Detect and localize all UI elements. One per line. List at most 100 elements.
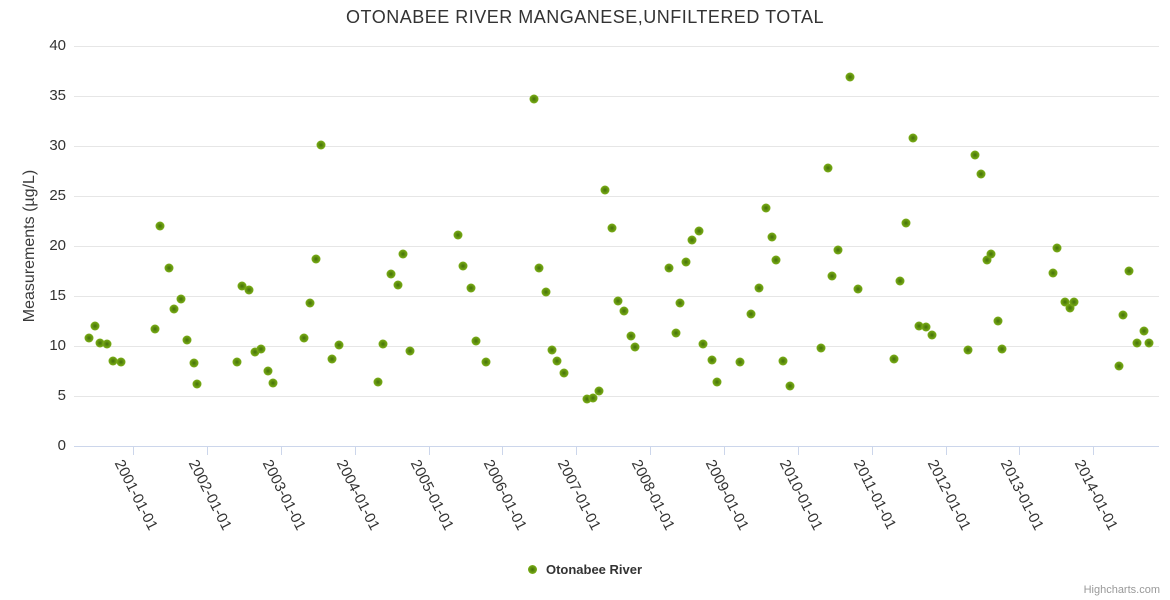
data-point[interactable]	[908, 133, 918, 143]
data-point[interactable]	[327, 354, 337, 364]
data-point[interactable]	[541, 287, 551, 297]
data-point[interactable]	[466, 283, 476, 293]
highcharts-credit-link[interactable]: Highcharts.com	[1083, 584, 1160, 596]
data-point[interactable]	[559, 368, 569, 378]
data-point[interactable]	[150, 324, 160, 334]
data-point[interactable]	[84, 333, 94, 343]
data-point[interactable]	[823, 163, 833, 173]
data-point[interactable]	[299, 333, 309, 343]
data-point[interactable]	[853, 284, 863, 294]
data-point[interactable]	[1144, 338, 1154, 348]
data-point[interactable]	[687, 235, 697, 245]
data-point[interactable]	[778, 356, 788, 366]
data-point[interactable]	[588, 393, 598, 403]
data-point[interactable]	[471, 336, 481, 346]
data-point[interactable]	[237, 281, 247, 291]
data-point[interactable]	[1114, 361, 1124, 371]
data-point[interactable]	[311, 254, 321, 264]
data-point[interactable]	[582, 394, 592, 404]
data-point[interactable]	[481, 357, 491, 367]
data-point[interactable]	[155, 221, 165, 231]
data-point[interactable]	[373, 377, 383, 387]
data-point[interactable]	[244, 285, 254, 295]
data-point[interactable]	[963, 345, 973, 355]
data-point[interactable]	[914, 321, 924, 331]
data-point[interactable]	[95, 338, 105, 348]
data-point[interactable]	[116, 357, 126, 367]
data-point[interactable]	[707, 355, 717, 365]
data-point[interactable]	[746, 309, 756, 319]
data-point[interactable]	[927, 330, 936, 340]
data-point[interactable]	[102, 339, 112, 349]
data-point[interactable]	[607, 223, 617, 233]
data-point[interactable]	[694, 226, 704, 236]
data-point[interactable]	[1060, 297, 1070, 307]
data-point[interactable]	[613, 296, 623, 306]
data-point[interactable]	[547, 345, 557, 355]
data-point[interactable]	[630, 342, 640, 352]
legend-item-otonabee-river[interactable]: Otonabee River	[0, 562, 1170, 577]
data-point[interactable]	[529, 94, 539, 104]
data-point[interactable]	[552, 356, 562, 366]
data-point[interactable]	[997, 344, 1007, 354]
data-point[interactable]	[108, 356, 118, 366]
data-point[interactable]	[698, 339, 708, 349]
data-point[interactable]	[534, 263, 544, 273]
data-point[interactable]	[176, 294, 186, 304]
data-point[interactable]	[735, 357, 745, 367]
data-point[interactable]	[192, 379, 202, 389]
data-point[interactable]	[594, 386, 604, 396]
data-point[interactable]	[316, 140, 326, 150]
data-point[interactable]	[90, 321, 100, 331]
data-point[interactable]	[754, 283, 764, 293]
data-point[interactable]	[993, 316, 1003, 326]
data-point[interactable]	[1048, 268, 1058, 278]
data-point[interactable]	[405, 346, 415, 356]
data-point[interactable]	[189, 358, 199, 368]
data-point[interactable]	[182, 335, 192, 345]
data-point[interactable]	[970, 150, 980, 160]
data-point[interactable]	[1118, 310, 1128, 320]
data-point[interactable]	[334, 340, 344, 350]
data-point[interactable]	[986, 249, 996, 259]
data-point[interactable]	[305, 298, 315, 308]
data-point[interactable]	[619, 306, 629, 316]
data-point[interactable]	[1132, 338, 1142, 348]
data-point[interactable]	[232, 357, 242, 367]
data-point[interactable]	[1065, 303, 1075, 313]
data-point[interactable]	[767, 232, 777, 242]
data-point[interactable]	[1052, 243, 1062, 253]
data-point[interactable]	[664, 263, 674, 273]
data-point[interactable]	[458, 261, 468, 271]
data-point[interactable]	[398, 249, 408, 259]
data-point[interactable]	[895, 276, 905, 286]
data-point[interactable]	[889, 354, 899, 364]
data-point[interactable]	[785, 381, 795, 391]
data-point[interactable]	[393, 280, 402, 290]
data-point[interactable]	[976, 169, 986, 179]
data-point[interactable]	[250, 347, 260, 357]
data-point[interactable]	[600, 185, 610, 195]
data-point[interactable]	[827, 271, 837, 281]
data-point[interactable]	[164, 263, 174, 273]
data-point[interactable]	[712, 377, 722, 387]
data-point[interactable]	[845, 72, 855, 82]
data-point[interactable]	[771, 255, 781, 265]
data-point[interactable]	[921, 322, 931, 332]
data-point[interactable]	[1069, 297, 1079, 307]
data-point[interactable]	[816, 343, 826, 353]
data-point[interactable]	[256, 344, 266, 354]
data-point[interactable]	[263, 366, 273, 376]
data-point[interactable]	[1139, 326, 1149, 336]
data-point[interactable]	[453, 230, 463, 240]
data-point[interactable]	[1124, 266, 1134, 276]
data-point[interactable]	[901, 218, 911, 228]
data-point[interactable]	[982, 255, 992, 265]
data-point[interactable]	[675, 298, 685, 308]
data-point[interactable]	[671, 328, 681, 338]
data-point[interactable]	[833, 245, 843, 255]
data-point[interactable]	[169, 304, 179, 314]
data-point[interactable]	[378, 339, 388, 349]
data-point[interactable]	[681, 257, 691, 267]
data-point[interactable]	[761, 203, 771, 213]
